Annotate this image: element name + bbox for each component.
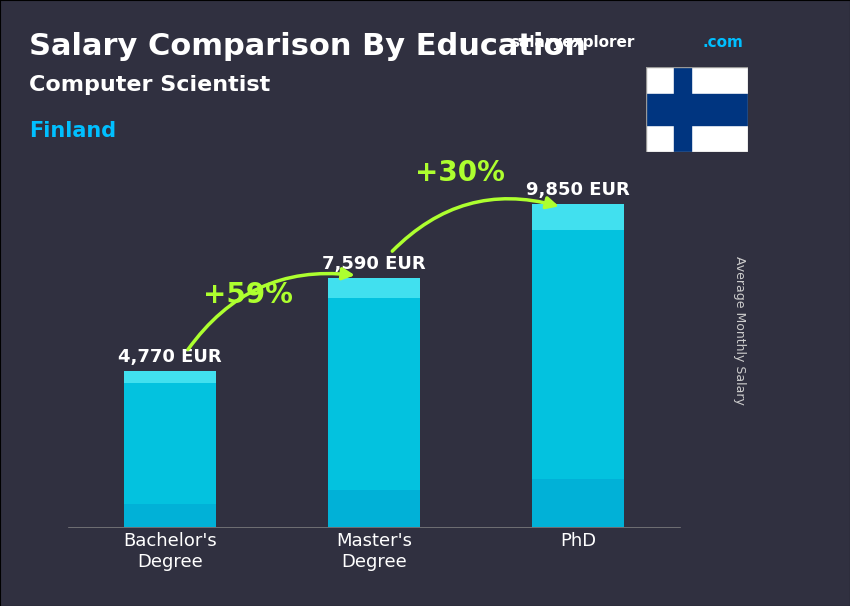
Text: .com: .com <box>702 35 743 50</box>
Text: 7,590 EUR: 7,590 EUR <box>322 255 426 273</box>
Text: Salary Comparison By Education: Salary Comparison By Education <box>29 32 586 61</box>
Text: 9,850 EUR: 9,850 EUR <box>526 181 630 199</box>
Bar <box>124 371 216 383</box>
Text: Computer Scientist: Computer Scientist <box>29 75 270 95</box>
Text: Average Monthly Salary: Average Monthly Salary <box>733 256 746 405</box>
Bar <box>328 278 420 298</box>
Bar <box>674 67 691 152</box>
Bar <box>532 204 624 230</box>
Bar <box>532 204 624 527</box>
Bar <box>532 479 624 527</box>
Bar <box>328 278 420 527</box>
Bar <box>646 94 748 124</box>
Text: 4,770 EUR: 4,770 EUR <box>118 348 222 365</box>
Text: +59%: +59% <box>202 282 292 310</box>
Text: +30%: +30% <box>415 159 505 187</box>
Bar <box>124 504 216 527</box>
Bar <box>124 371 216 527</box>
Text: Finland: Finland <box>29 121 116 141</box>
Text: salaryexplorer: salaryexplorer <box>510 35 634 50</box>
Bar <box>328 490 420 527</box>
